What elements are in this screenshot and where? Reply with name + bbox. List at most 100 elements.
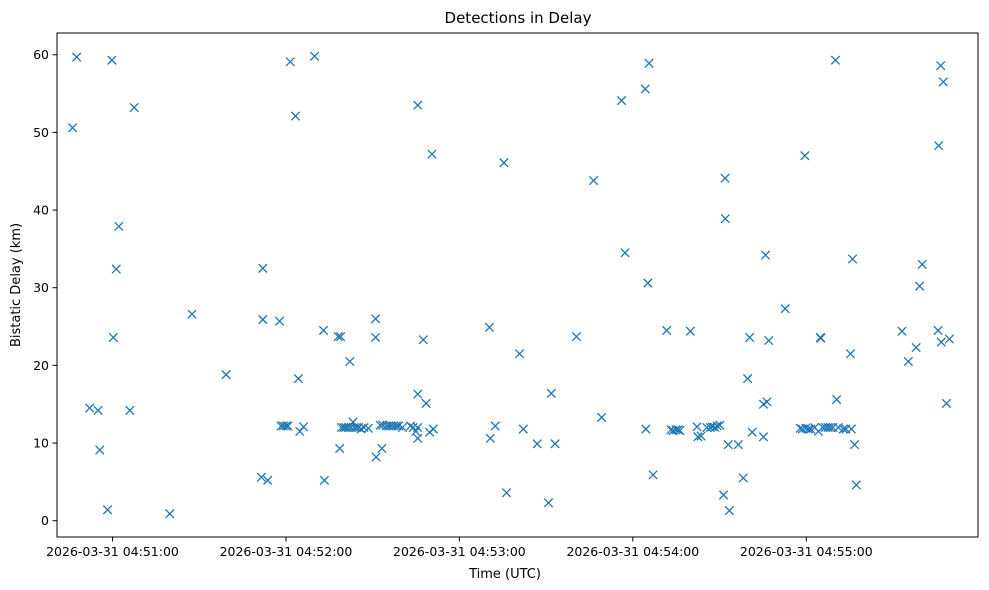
data-point-53	[377, 443, 387, 454]
data-point-13	[187, 309, 197, 319]
data-point-90	[641, 424, 651, 434]
data-point-15	[256, 472, 267, 482]
y-tick-label-5: 50	[33, 125, 49, 140]
data-point-11	[129, 102, 139, 113]
data-point-47	[363, 423, 373, 433]
data-point-78	[514, 349, 525, 359]
data-point-159	[936, 337, 946, 347]
y-tick-label-2: 20	[33, 358, 49, 373]
data-points	[67, 51, 955, 519]
plot-frame	[56, 32, 979, 538]
data-point-72	[428, 424, 439, 434]
data-point-92	[644, 58, 654, 68]
data-point-86	[596, 412, 607, 423]
data-point-111	[720, 173, 730, 183]
data-point-6	[107, 55, 117, 65]
data-point-94	[662, 325, 672, 336]
data-point-135	[816, 333, 826, 343]
data-point-21	[278, 421, 289, 431]
data-point-0	[67, 123, 78, 133]
data-point-109	[715, 420, 725, 430]
x-tick-label-3: 2026-03-31 04:54:00	[566, 544, 699, 559]
data-point-34	[335, 331, 346, 342]
data-point-65	[413, 433, 423, 444]
data-point-85	[588, 175, 599, 186]
x-axis-label: Time (UTC)	[468, 567, 541, 582]
data-point-22	[281, 421, 291, 431]
data-point-79	[518, 424, 528, 434]
data-point-98	[673, 425, 683, 435]
data-point-23	[283, 421, 293, 431]
data-point-161	[941, 398, 952, 409]
data-point-147	[846, 424, 857, 434]
data-point-113	[723, 439, 733, 450]
data-point-123	[762, 397, 772, 407]
data-point-28	[298, 422, 309, 432]
data-point-7	[108, 332, 119, 343]
data-point-152	[903, 356, 913, 367]
data-point-68	[418, 335, 428, 345]
data-point-33	[335, 443, 345, 454]
data-point-108	[712, 421, 722, 431]
data-point-32	[333, 331, 343, 342]
data-point-58	[391, 421, 402, 431]
data-point-160	[938, 77, 948, 87]
data-point-39	[345, 356, 355, 367]
data-point-87	[616, 95, 627, 106]
x-tick-label-2: 2026-03-31 04:53:00	[393, 544, 526, 559]
data-point-66	[413, 389, 423, 399]
data-point-60	[397, 422, 408, 433]
data-point-35	[336, 422, 347, 433]
data-point-102	[693, 432, 703, 442]
data-point-84	[571, 331, 582, 342]
data-point-88	[620, 248, 630, 258]
data-point-124	[764, 335, 774, 346]
data-point-118	[744, 332, 755, 343]
data-point-91	[643, 278, 653, 288]
data-point-18	[263, 475, 273, 485]
data-point-12	[165, 509, 175, 519]
data-point-141	[830, 55, 841, 65]
data-point-71	[427, 149, 437, 159]
data-point-10	[125, 405, 135, 416]
y-axis-label: Bistatic Delay (km)	[9, 223, 24, 347]
data-point-122	[760, 250, 771, 260]
data-point-8	[111, 264, 121, 274]
data-point-76	[499, 158, 509, 168]
data-point-75	[490, 421, 500, 431]
data-point-48	[370, 314, 381, 324]
x-tick-label-1: 2026-03-31 04:52:00	[220, 544, 353, 559]
data-point-50	[371, 452, 381, 462]
data-point-17	[258, 263, 268, 273]
data-point-115	[733, 439, 744, 450]
data-point-139	[825, 422, 835, 433]
data-point-19	[274, 316, 285, 326]
data-point-81	[543, 498, 554, 508]
data-point-150	[851, 480, 861, 490]
data-point-99	[675, 425, 685, 436]
data-point-110	[718, 490, 729, 500]
data-point-162	[944, 334, 955, 344]
y-tick-label-6: 60	[33, 47, 49, 62]
data-point-1	[71, 52, 82, 62]
y-tick-label-3: 30	[33, 280, 49, 295]
data-point-151	[897, 326, 907, 336]
data-point-117	[742, 373, 753, 384]
x-axis: 2026-03-31 04:51:00 2026-03-31 04:52:00 20…	[46, 537, 873, 559]
data-point-154	[914, 281, 925, 291]
data-point-125	[780, 304, 790, 314]
data-point-30	[318, 325, 329, 336]
y-tick-label-1: 10	[33, 436, 49, 451]
data-point-77	[501, 488, 512, 498]
chart-title: Detections in Delay	[445, 9, 592, 27]
data-point-148	[847, 254, 858, 264]
data-point-155	[917, 259, 927, 270]
data-point-31	[319, 475, 330, 485]
x-tick-label-4: 2026-03-31 04:55:00	[740, 544, 873, 559]
data-point-24	[285, 57, 295, 67]
plot-area	[56, 32, 979, 538]
data-point-82	[546, 388, 556, 398]
data-point-26	[293, 373, 304, 384]
data-point-74	[485, 433, 495, 444]
